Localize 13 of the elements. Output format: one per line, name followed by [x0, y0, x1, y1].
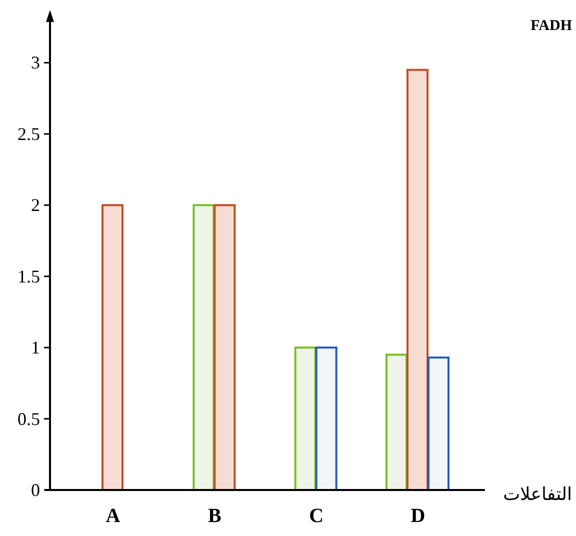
x-tick-label: D [410, 505, 426, 527]
y-tick-label: 0 [31, 480, 40, 500]
y-tick-label: 2 [31, 195, 40, 216]
x-tick-label: B [208, 505, 222, 527]
x-tick-label: A [106, 505, 121, 527]
x-axis-title: التفاعلات [503, 484, 572, 505]
x-tick-label: C [309, 505, 324, 527]
y-tick-label: 2.5 [18, 124, 40, 144]
y-tick-label: 3 [31, 52, 40, 73]
y-tick-label: 1.5 [18, 266, 40, 286]
y-tick-label: 0.5 [18, 408, 40, 429]
text: FADH [530, 18, 572, 34]
y-tick-label: 1 [31, 338, 40, 358]
